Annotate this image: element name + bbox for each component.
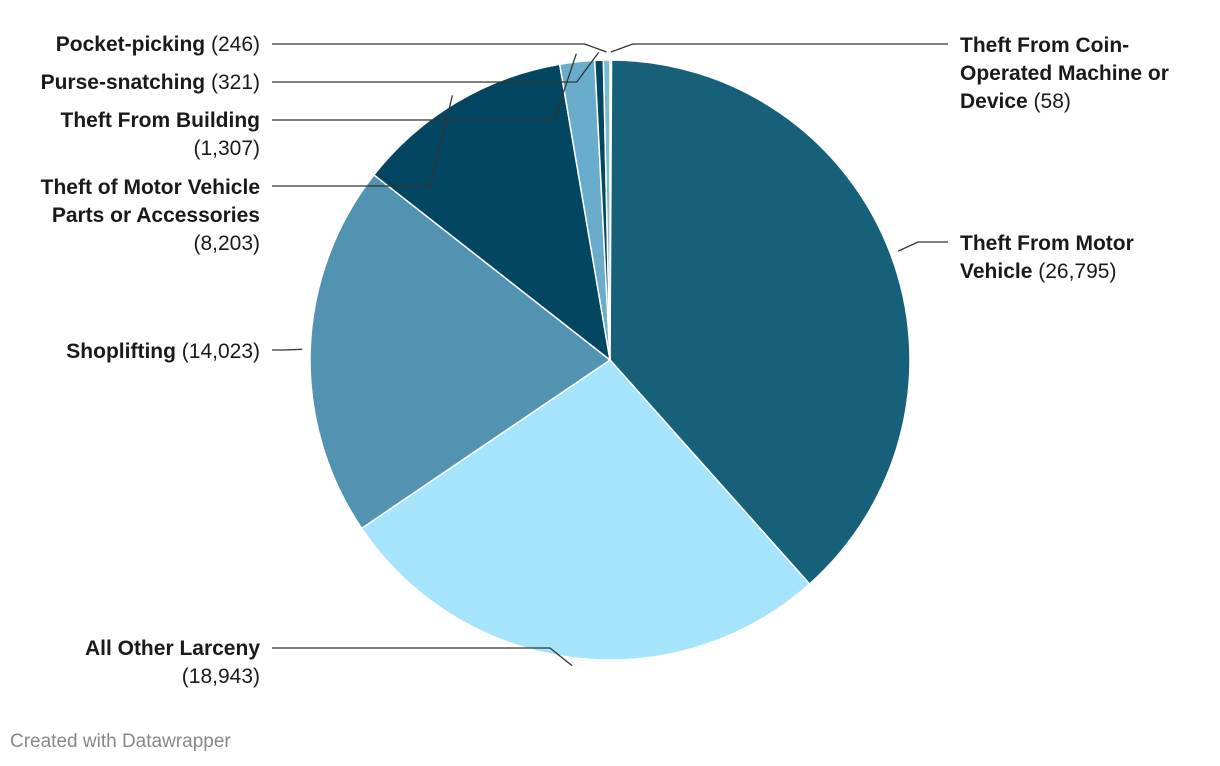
leader-line-theft-from-building (272, 53, 577, 121)
slice-label-name: All Other Larceny (85, 637, 260, 660)
slice-label-name: Shoplifting (66, 340, 176, 363)
leader-line-theft-of-motor-vehicle-parts-or-accessories (272, 95, 454, 187)
slice-label-name: Purse-snatching (41, 71, 206, 94)
slice-label-theft-of-motor-vehicle-parts-or-accessories: Theft of Motor Vehicle Parts or Accessori… (41, 176, 260, 255)
slice-label-name: Theft From Building (61, 109, 260, 132)
slice-label-name: Parts or Accessories (52, 204, 260, 227)
slice-label-value: (8,203) (193, 232, 260, 255)
slice-label-name: Theft From Coin- (960, 34, 1129, 57)
leader-line-purse-snatching (272, 51, 600, 83)
leader-line-theft-from-motor-vehicle (897, 241, 948, 252)
leader-line-all-other-larceny (272, 647, 573, 667)
slice-label-value: (18,943) (182, 665, 260, 688)
pie-slice-all-other-larceny (360, 359, 811, 661)
slice-label-name: Device (960, 90, 1028, 113)
slice-label-shoplifting: Shoplifting (14,023) (66, 340, 260, 363)
slice-label-value: (58) (1028, 90, 1071, 113)
pie-slice-theft-from-motor-vehicle (609, 59, 911, 586)
slice-label-name: Pocket-picking (56, 33, 205, 56)
slice-label-theft-from-motor-vehicle: Theft From Motor Vehicle (26,795) (960, 232, 1134, 283)
slice-label-name: Theft From Motor (960, 232, 1134, 255)
leader-lines (272, 43, 948, 667)
slice-label-value: (14,023) (176, 340, 260, 363)
leader-line-pocket-picking (272, 43, 607, 53)
slice-label-theft-from-building: Theft From Building (1,307) (61, 109, 260, 160)
slice-labels: Theft From Coin- Operated Machine or Devic… (41, 33, 1169, 688)
slice-label-name: Theft of Motor Vehicle (41, 176, 260, 199)
pie-slice-pocket-picking (602, 59, 611, 361)
leader-line-shoplifting (272, 348, 303, 351)
slice-label-name: Operated Machine or (960, 62, 1169, 85)
pie-slices (309, 59, 911, 661)
slice-label-value: (321) (205, 71, 260, 94)
slice-label-all-other-larceny: All Other Larceny (18,943) (85, 637, 260, 688)
footer-credit: Created with Datawrapper (10, 731, 231, 752)
slice-label-name: Vehicle (960, 260, 1032, 283)
pie-slice-theft-of-motor-vehicle-parts-or-accessories (372, 63, 612, 362)
pie-slice-shoplifting (309, 173, 612, 530)
slice-label-value: (26,795) (1032, 260, 1116, 283)
slice-label-value: (1,307) (193, 137, 260, 160)
slice-label-value: (246) (205, 33, 260, 56)
slice-label-theft-from-coin-operated-machine-or-device: Theft From Coin- Operated Machine or Devic… (960, 34, 1169, 113)
slice-label-pocket-picking: Pocket-picking (246) (56, 33, 260, 56)
slice-label-purse-snatching: Purse-snatching (321) (41, 71, 260, 94)
leader-line-theft-from-coin-operated-machine-or-device (610, 43, 948, 53)
